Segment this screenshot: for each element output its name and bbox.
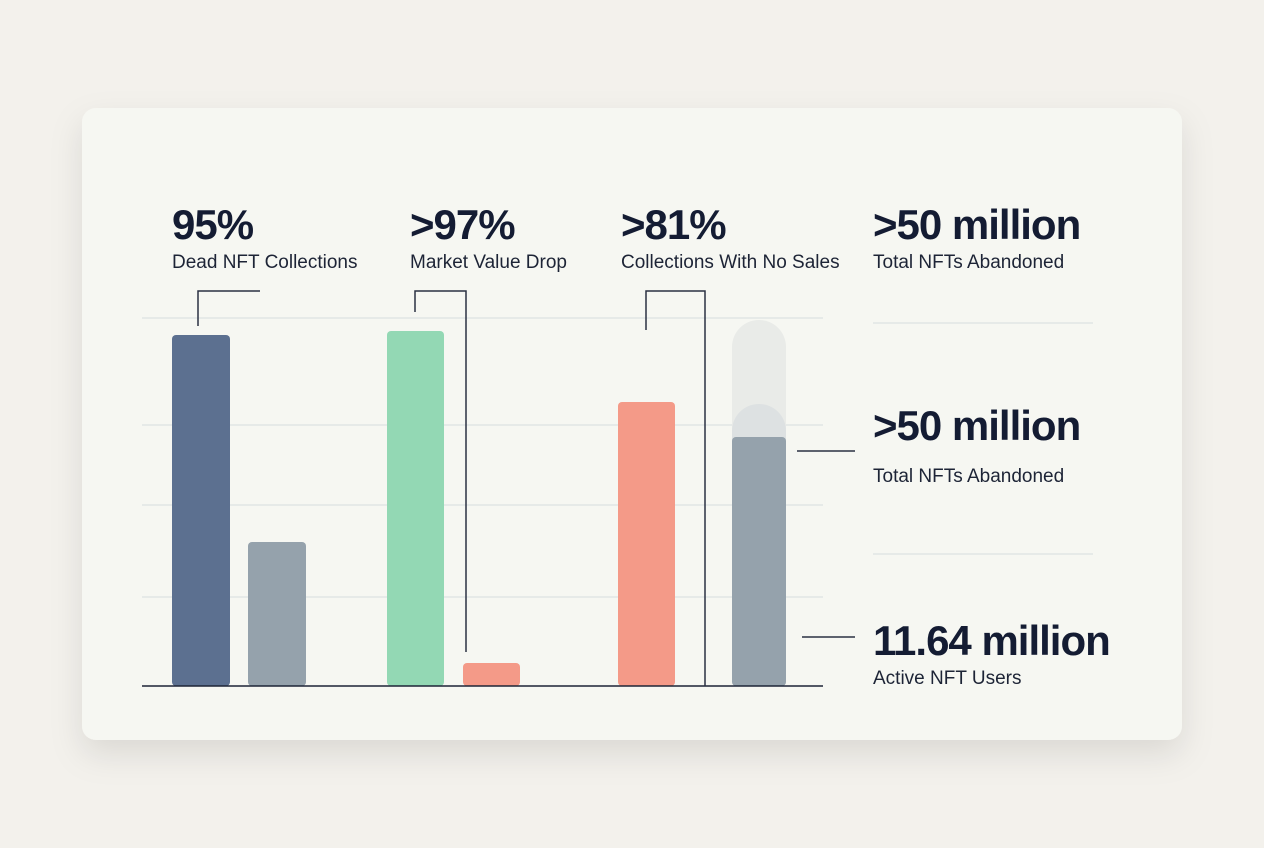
stat-label: Dead NFT Collections [172, 252, 358, 273]
bar [732, 437, 786, 686]
stat-value: >50 million [873, 402, 1080, 449]
stat-label: Active NFT Users [873, 668, 1022, 689]
stat-value: 95% [172, 201, 254, 248]
stat-label: Collections With No Sales [621, 252, 840, 273]
stat-value: >50 million [873, 201, 1080, 248]
bar [618, 402, 675, 686]
stat-label: Total NFTs Abandoned [873, 252, 1064, 273]
bar [248, 542, 306, 686]
stat-value: >97% [410, 201, 515, 248]
stat-label: Total NFTs Abandoned [873, 466, 1064, 487]
bar [387, 331, 444, 686]
connector [414, 290, 467, 652]
connector [645, 290, 706, 686]
stat-value: 11.64 million [873, 617, 1110, 664]
bar [172, 335, 230, 686]
connector [197, 290, 260, 326]
bar [463, 663, 520, 686]
stat-label: Market Value Drop [410, 252, 567, 273]
stat-value: >81% [621, 201, 726, 248]
